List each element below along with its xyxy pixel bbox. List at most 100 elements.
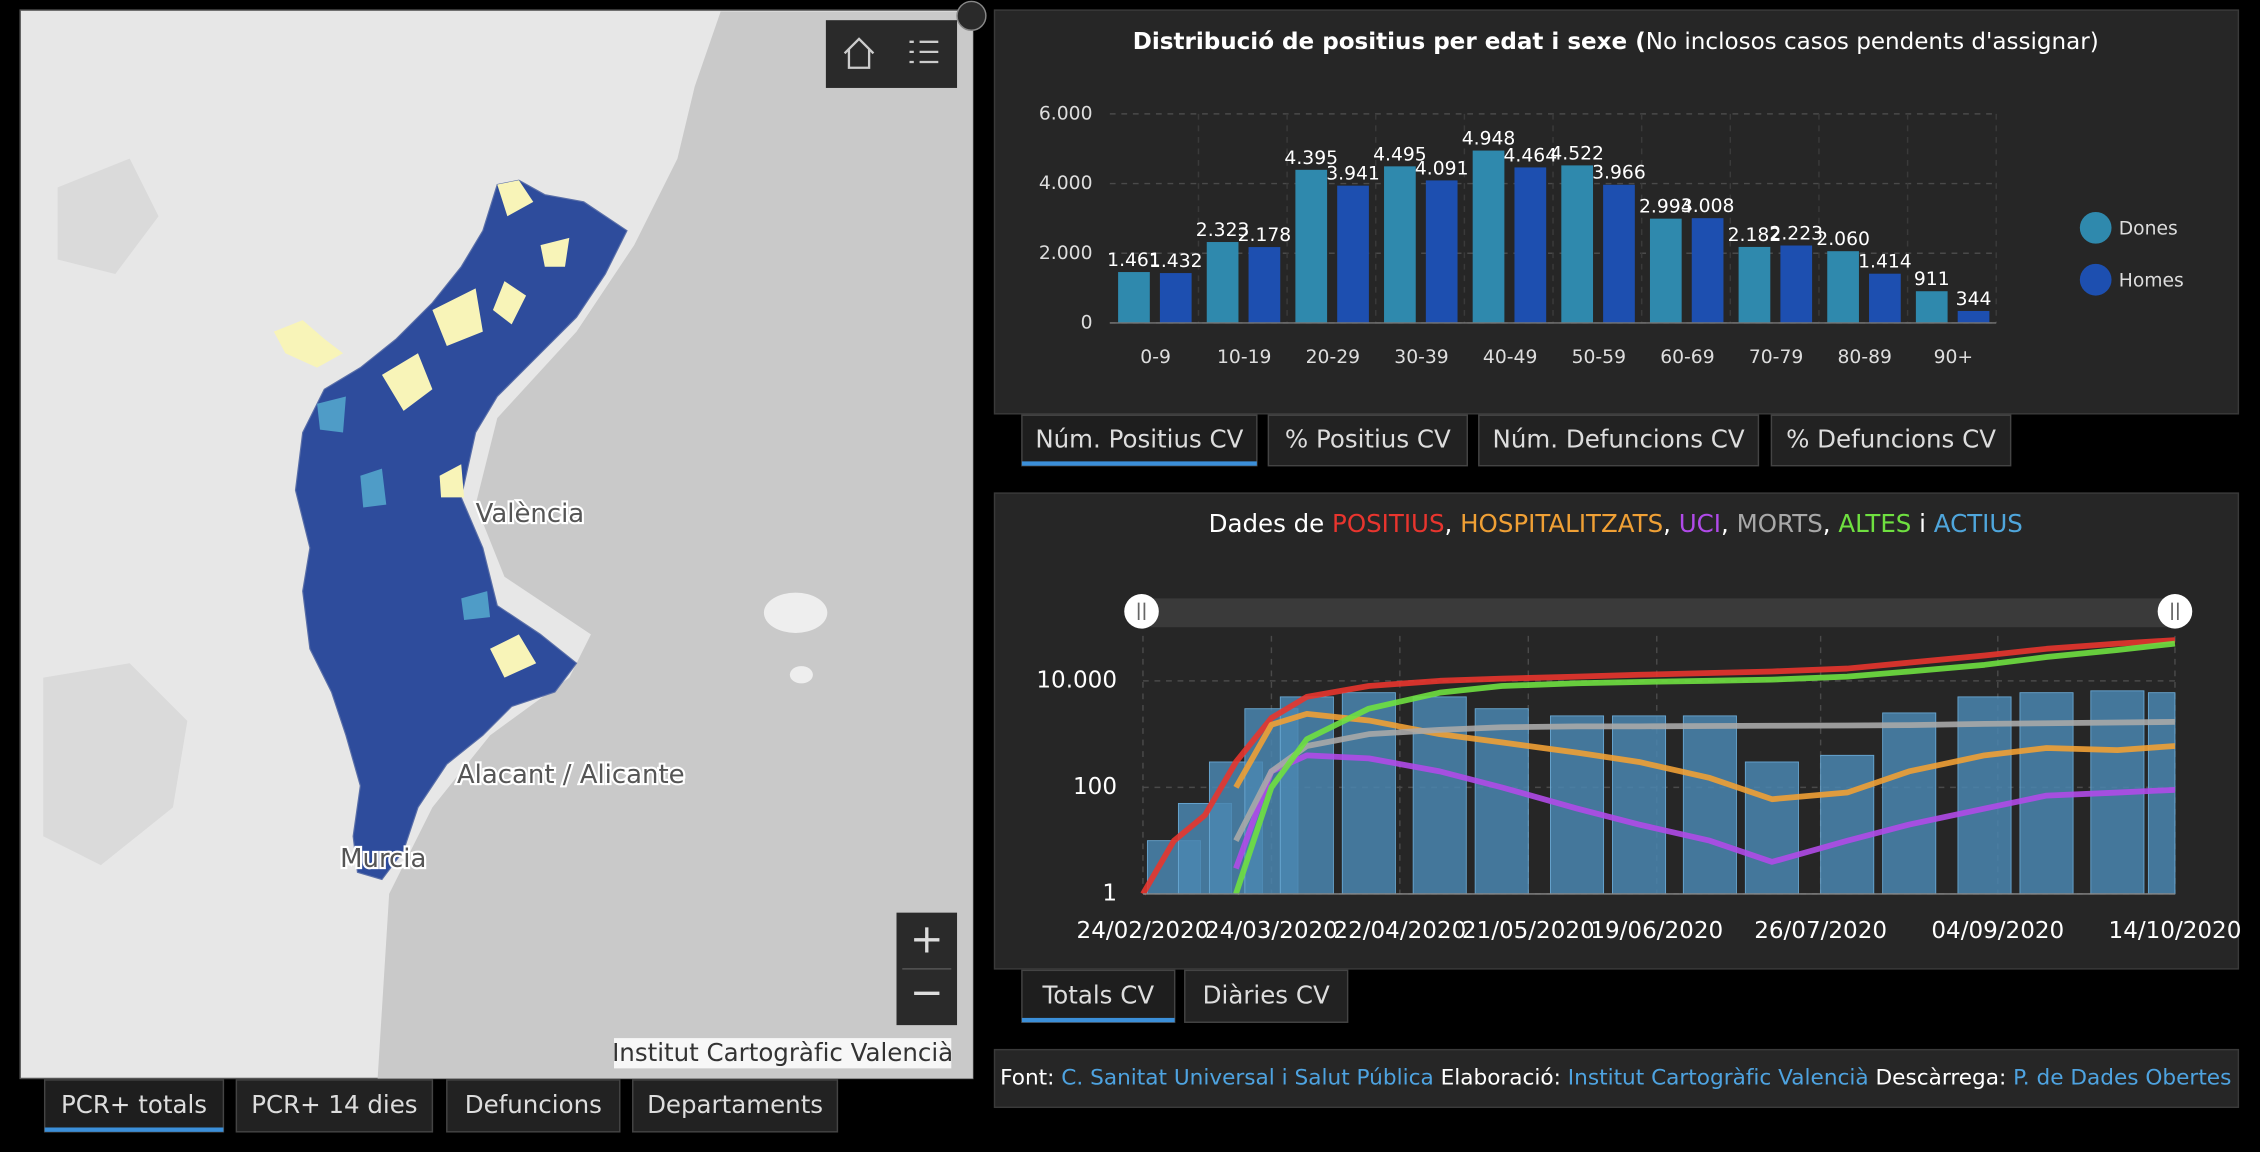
x-tick-label: 60-69 [1660,347,1714,368]
x-tick-label: 22/04/2020 [1333,918,1466,944]
bar [1957,696,2012,895]
tab-label[interactable]: PCR+ 14 dies [251,1090,417,1119]
tab[interactable] [235,1079,434,1133]
line-title: Dades de POSITIUS, HOSPITALITZATS, UCI, … [1209,509,2023,538]
map-island [763,592,828,633]
expand-button[interactable] [956,0,987,31]
layers-button[interactable] [909,40,939,64]
legend-swatch[interactable] [2079,211,2112,244]
value-label: 2.178 [1238,225,1292,246]
tab-label[interactable]: PCR+ totals [61,1090,207,1119]
x-tick-label: 21/05/2020 [1462,918,1595,944]
tab-label[interactable]: Defuncions [465,1090,602,1119]
tab-indicator [1021,461,1257,466]
value-label: 3.008 [1681,196,1735,217]
legend-label[interactable]: Dones [2119,219,2178,240]
tab-label[interactable]: Núm. Defuncions CV [1493,424,1745,453]
slider-grip[interactable] [2171,602,2179,620]
zoom-in[interactable]: + [910,915,944,962]
x-tick-label: 50-59 [1572,347,1626,368]
tab[interactable] [1021,414,1258,467]
x-tick-label: 0-9 [1140,347,1171,368]
bar [1425,180,1458,323]
tab-label[interactable]: Totals CV [1041,980,1154,1009]
zoom-out[interactable]: − [910,969,944,1016]
footer-panel [993,1048,2240,1109]
x-tick-label: 20-29 [1306,347,1360,368]
y-tick-label: 6.000 [1039,103,1093,124]
tab-label[interactable]: % Positius CV [1285,424,1451,453]
tab-label[interactable]: Núm. Positius CV [1035,424,1243,453]
footer-link[interactable]: P. de Dades Obertes [2013,1065,2231,1090]
tab[interactable] [446,1079,621,1133]
bar [1248,247,1281,323]
legend-label[interactable]: Homes [2119,271,2184,292]
series-line [1233,640,2176,895]
bar [1474,708,1529,895]
title-lead: Dades de [1209,509,1332,538]
tab[interactable] [1184,969,1349,1023]
map-region [317,396,491,620]
map-island [789,666,813,684]
value-label: 4.522 [1550,143,1604,164]
map-relief [43,158,188,866]
value-label: 1.432 [1149,251,1203,272]
x-tick-label: 30-39 [1394,347,1448,368]
bar [1780,245,1813,323]
footer-link[interactable]: C. Sanitat Universal i Salut Pública [1061,1065,1433,1090]
bar [1691,218,1724,323]
value-label: 4.395 [1284,148,1338,169]
y-tick-label: 100 [1073,774,1117,800]
home-button[interactable] [843,37,875,69]
title-series: POSITIUS [1332,509,1444,538]
map-region [273,320,344,368]
tab[interactable] [43,1079,225,1133]
bar [1384,166,1416,323]
title-series: UCI [1679,509,1721,538]
legend-swatch[interactable] [2079,263,2112,296]
x-tick-label: 14/10/2020 [2109,918,2242,944]
x-tick-label: 04/09/2020 [1931,918,2064,944]
bar [1159,273,1192,323]
bar [1206,242,1239,323]
footer: Font: C. Sanitat Universal i Salut Públi… [1000,1065,2231,1090]
slider-grip[interactable] [1137,602,1146,620]
range-slider[interactable] [1141,598,2175,628]
tab-label[interactable]: Departaments [647,1090,823,1119]
line-chart: 1 100 10.000 24/02/202024/03/202022/04/2020… [1036,594,2241,944]
tabs: PCR+ totals PCR+ 14 dies Defuncions Departa… [43,414,2012,1133]
map-sea [377,11,973,1079]
y-tick-label: 0 [1081,312,1093,333]
tab[interactable] [1478,414,1760,467]
footer-link[interactable]: Institut Cartogràfic Valencià [1568,1065,1869,1090]
bar [1295,169,1328,323]
y-tick-label: 2.000 [1039,243,1093,264]
tab[interactable] [632,1079,839,1133]
value-label: 2.323 [1196,220,1250,241]
series-line [1233,719,2175,843]
x-tick-label: 24/02/2020 [1077,918,1210,944]
slider-handle[interactable] [2157,594,2193,629]
slider-handle[interactable] [1124,594,1159,629]
bar [1472,150,1505,323]
tab[interactable] [1267,414,1468,467]
value-label: 344 [1956,289,1992,310]
bar [1561,165,1594,323]
footer-label: Font: [1000,1065,1061,1090]
value-label: 3.966 [1592,163,1646,184]
x-tick-label: 80-89 [1837,347,1891,368]
x-tick-label: 40-49 [1483,347,1537,368]
tab[interactable] [1770,414,2012,467]
title-series: MORTS [1737,509,1823,538]
map-toolbar [825,20,958,88]
value-label: 2.994 [1639,197,1693,218]
tab-label[interactable]: Diàries CV [1203,980,1330,1009]
tab-indicator [1021,1017,1175,1023]
x-tick-label: 10-19 [1217,347,1271,368]
bar [1649,218,1682,323]
x-tick-label: 26/07/2020 [1754,918,1887,944]
x-tick-label: 24/03/2020 [1205,918,1338,944]
tab-label[interactable]: % Defuncions CV [1786,424,1996,453]
value-label: 4.948 [1462,129,1516,150]
tab[interactable] [1021,969,1176,1023]
